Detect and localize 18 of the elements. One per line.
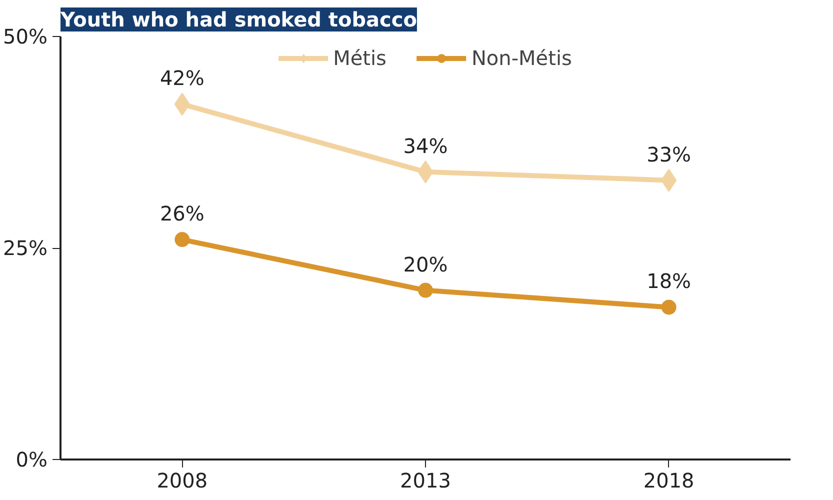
data-label: 33% — [646, 142, 692, 166]
chart-title: Youth who had smoked tobacco — [60, 8, 417, 32]
data-label: 34% — [403, 134, 448, 158]
x-tick-label: 2018 — [643, 468, 694, 492]
data-label: 20% — [403, 252, 448, 276]
y-tick-label: 0% — [16, 448, 48, 472]
data-label: 26% — [160, 202, 204, 226]
legend-label: Non-Métis — [471, 46, 572, 70]
y-tick-label: 25% — [3, 236, 48, 260]
x-tick-label: 2008 — [156, 468, 208, 492]
y-tick-label: 50% — [3, 24, 48, 48]
legend-label: Métis — [333, 46, 386, 70]
data-label: 42% — [160, 66, 204, 90]
point — [661, 300, 676, 315]
point — [418, 282, 433, 298]
x-tick-label: 2013 — [400, 468, 451, 492]
point — [174, 232, 190, 248]
data-label: 18% — [646, 269, 692, 294]
